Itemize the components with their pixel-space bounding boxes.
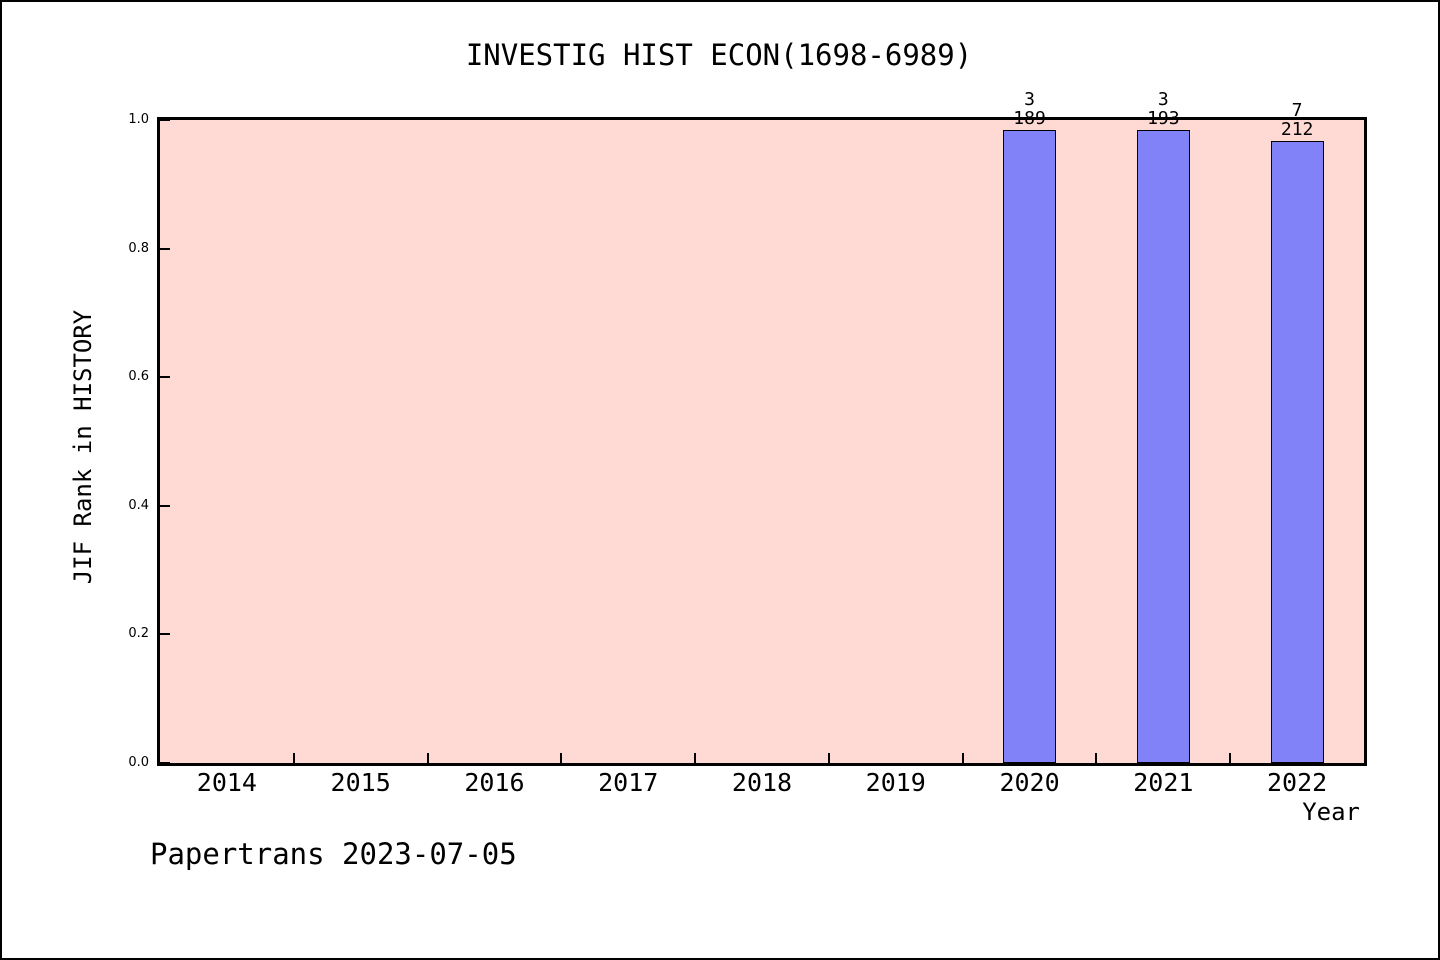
y-tick-label: 0.4 — [128, 497, 149, 513]
y-tick-mark — [160, 504, 170, 507]
x-tick-label-2019: 2019 — [865, 768, 926, 797]
x-tick-mark — [426, 753, 429, 763]
y-tick-label: 0.6 — [128, 369, 149, 385]
x-tick-label-2016: 2016 — [464, 768, 525, 797]
bar-2020 — [1003, 130, 1057, 763]
y-tick-label: 0.8 — [128, 240, 149, 256]
y-tick-mark — [160, 633, 170, 636]
bar-label-2022: 7 212 — [1281, 101, 1314, 139]
x-tick-label-2014: 2014 — [196, 768, 257, 797]
y-tick-mark — [160, 762, 170, 764]
x-tick-label-2015: 2015 — [330, 768, 391, 797]
chart-title: INVESTIG HIST ECON(1698-6989) — [465, 38, 973, 72]
x-tick-mark — [1229, 753, 1232, 763]
y-tick-label: 0.0 — [128, 755, 149, 770]
y-tick-mark — [160, 119, 170, 121]
bar-label-rank: 3 — [1024, 89, 1035, 111]
y-tick-label: 1.0 — [128, 112, 149, 127]
x-tick-label-2020: 2020 — [999, 768, 1060, 797]
x-tick-mark — [560, 753, 563, 763]
x-tick-mark — [292, 753, 295, 763]
bar-label-total: 189 — [1013, 108, 1046, 130]
x-tick-mark — [961, 753, 964, 763]
bar-label-rank: 7 — [1291, 100, 1303, 122]
y-tick-mark — [160, 376, 170, 379]
bar-label-2021: 3 193 — [1147, 90, 1180, 128]
x-tick-label-2022: 2022 — [1267, 768, 1328, 797]
bar-label-2020: 3 189 — [1013, 90, 1046, 128]
x-tick-label-2017: 2017 — [598, 768, 659, 797]
bar-2021 — [1136, 129, 1190, 763]
y-axis-label: JIF Rank in HISTORY — [69, 309, 97, 585]
x-tick-mark — [1095, 753, 1098, 763]
bar-label-rank: 3 — [1157, 88, 1169, 110]
bar-label-total: 212 — [1280, 119, 1314, 141]
x-tick-mark — [694, 753, 697, 763]
bar-2022 — [1270, 141, 1324, 763]
watermark-text: Papertrans 2023-07-05 — [150, 837, 517, 871]
bar-label-total: 193 — [1147, 107, 1180, 129]
x-tick-label-2021: 2021 — [1133, 768, 1194, 797]
x-tick-mark — [827, 753, 830, 763]
y-tick-label: 0.2 — [128, 626, 149, 642]
y-tick-mark — [160, 247, 170, 250]
x-tick-label-2018: 2018 — [731, 768, 793, 797]
x-axis-label: Year — [1302, 798, 1360, 826]
